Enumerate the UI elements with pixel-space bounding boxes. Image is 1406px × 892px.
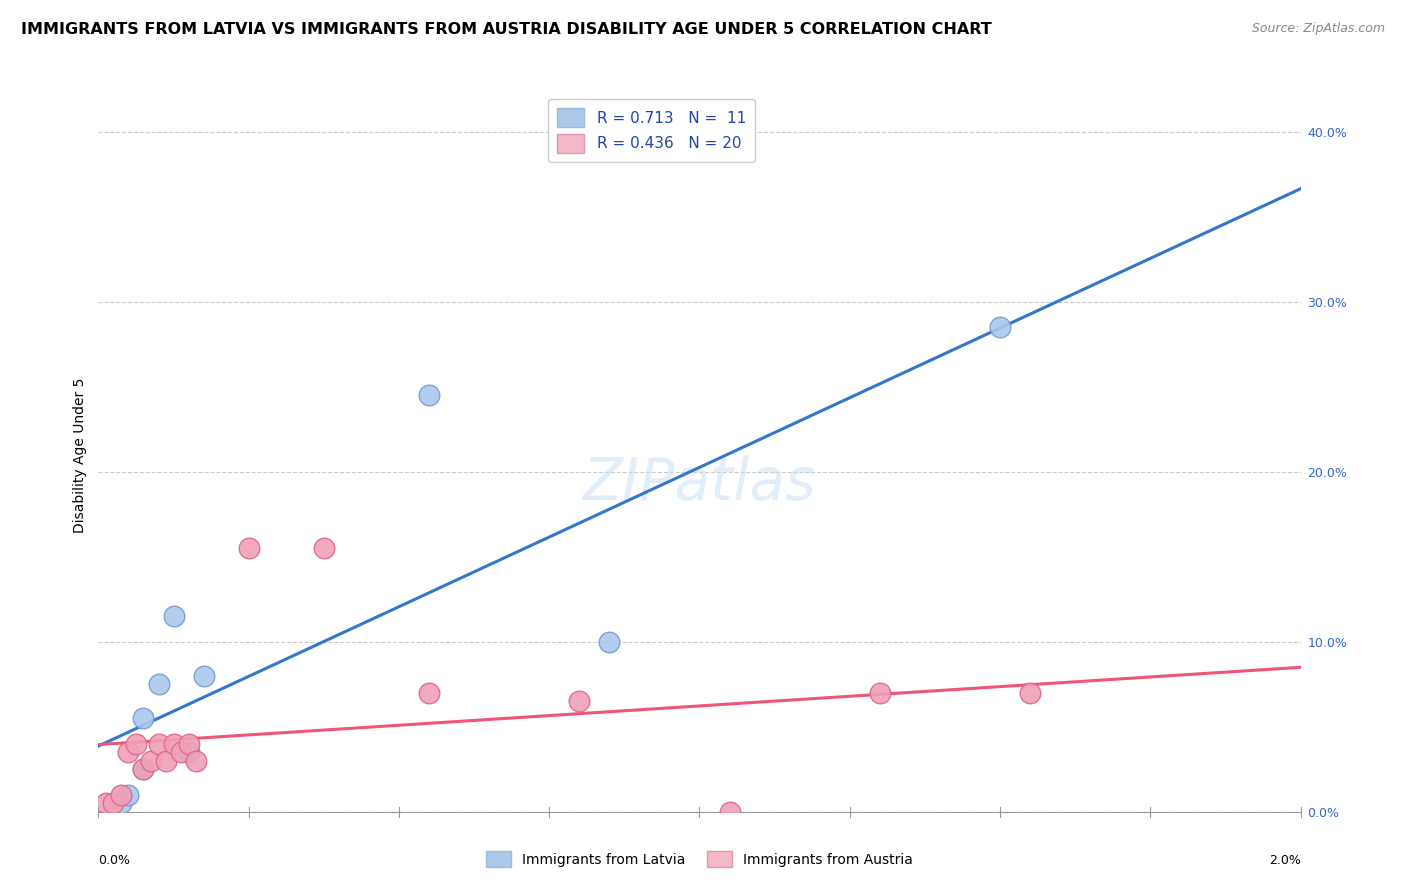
Point	[988, 320, 1011, 334]
Point	[177, 737, 200, 751]
Text: 0.0%: 0.0%	[98, 855, 131, 867]
Point	[312, 541, 335, 556]
Point	[148, 677, 170, 691]
Point	[162, 737, 184, 751]
Text: IMMIGRANTS FROM LATVIA VS IMMIGRANTS FROM AUSTRIA DISABILITY AGE UNDER 5 CORRELA: IMMIGRANTS FROM LATVIA VS IMMIGRANTS FRO…	[21, 22, 991, 37]
Point	[568, 694, 591, 708]
Point	[132, 762, 155, 776]
Point	[1019, 686, 1042, 700]
Point	[110, 796, 132, 810]
Point	[117, 745, 139, 759]
Point	[418, 388, 440, 402]
Point	[170, 745, 193, 759]
Text: 2.0%: 2.0%	[1268, 855, 1301, 867]
Point	[238, 541, 260, 556]
Y-axis label: Disability Age Under 5: Disability Age Under 5	[73, 377, 87, 533]
Point	[117, 788, 139, 802]
Point	[177, 745, 200, 759]
Point	[418, 686, 440, 700]
Point	[162, 609, 184, 624]
Point	[103, 796, 125, 810]
Point	[193, 669, 215, 683]
Point	[869, 686, 891, 700]
Point	[184, 754, 207, 768]
Point	[94, 796, 117, 810]
Point	[132, 762, 155, 776]
Point	[125, 737, 148, 751]
Legend: Immigrants from Latvia, Immigrants from Austria: Immigrants from Latvia, Immigrants from …	[481, 846, 918, 872]
Point	[110, 788, 132, 802]
Text: Source: ZipAtlas.com: Source: ZipAtlas.com	[1251, 22, 1385, 36]
Point	[132, 711, 155, 725]
Point	[718, 805, 741, 819]
Text: ZIPatlas: ZIPatlas	[582, 455, 817, 512]
Point	[148, 737, 170, 751]
Point	[139, 754, 162, 768]
Point	[598, 635, 620, 649]
Point	[155, 754, 177, 768]
